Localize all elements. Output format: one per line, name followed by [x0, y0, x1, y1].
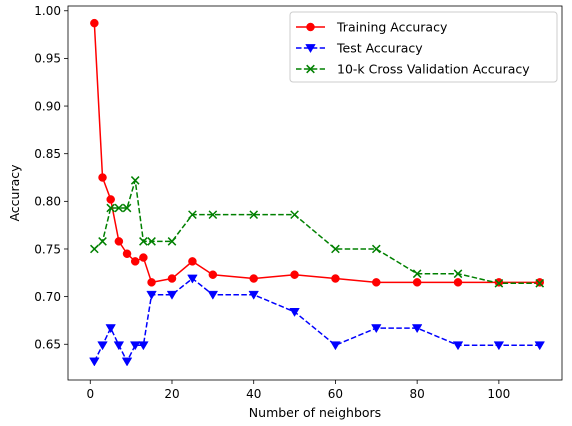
y-tick-label: 0.90 [34, 99, 61, 113]
y-axis-label: Accuracy [7, 164, 22, 222]
data-point [90, 19, 98, 27]
x-tick-label: 60 [328, 387, 343, 401]
data-point [107, 195, 115, 203]
x-tick-label: 80 [410, 387, 425, 401]
data-point [168, 275, 176, 283]
data-point [413, 278, 421, 286]
x-tick-label: 20 [164, 387, 179, 401]
data-point [250, 275, 258, 283]
data-point [123, 250, 131, 258]
y-tick-label: 0.75 [34, 242, 61, 256]
data-point [291, 271, 299, 279]
data-point [99, 174, 107, 182]
data-point [307, 23, 315, 31]
y-tick-label: 0.80 [34, 195, 61, 209]
legend-label: Training Accuracy [336, 20, 448, 35]
data-point [372, 278, 380, 286]
data-point [115, 237, 123, 245]
data-point [131, 257, 139, 265]
y-tick-label: 1.00 [34, 4, 61, 18]
y-tick-label: 0.70 [34, 290, 61, 304]
x-tick-label: 0 [86, 387, 94, 401]
legend-label: Test Accuracy [336, 41, 423, 56]
y-tick-label: 0.65 [34, 338, 61, 352]
x-tick-label: 100 [487, 387, 510, 401]
data-point [139, 254, 147, 262]
x-tick-label: 40 [246, 387, 261, 401]
data-point [454, 278, 462, 286]
legend-label: 10-k Cross Validation Accuracy [337, 62, 530, 77]
legend: Training Accuracy Test Accuracy 10-k Cross… [290, 12, 557, 82]
data-point [209, 271, 217, 279]
data-point [331, 275, 339, 283]
data-point [148, 278, 156, 286]
y-tick-label: 0.85 [34, 147, 61, 161]
x-axis-label: Number of neighbors [249, 405, 381, 420]
data-point [188, 257, 196, 265]
y-tick-label: 0.95 [34, 52, 61, 66]
